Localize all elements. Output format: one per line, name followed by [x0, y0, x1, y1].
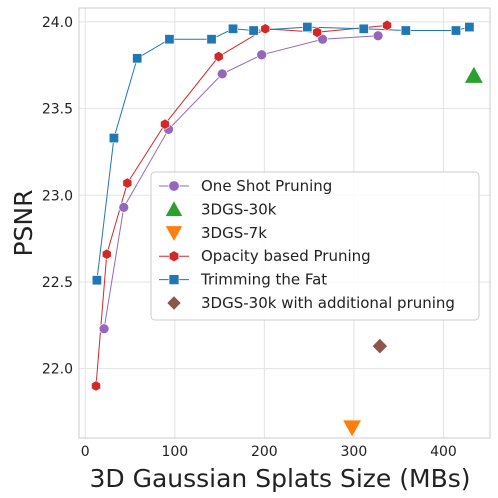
x-tick-label: 100 [161, 444, 188, 460]
hexagon-marker [122, 177, 133, 189]
triangle-up-marker [164, 200, 184, 217]
square-marker [108, 133, 119, 144]
series-markers [91, 19, 484, 438]
circle-marker [98, 323, 110, 335]
x-tick-label: 0 [81, 444, 90, 460]
x-tick-label: 300 [341, 444, 368, 460]
y-axis-ticks: 22.0 22.5 23.0 23.5 24.0 [42, 15, 73, 378]
y-tick-label: 23.5 [42, 102, 73, 118]
square-marker [91, 275, 102, 286]
circle-marker [317, 33, 328, 45]
diamond-marker [166, 295, 182, 311]
y-tick-label: 24.0 [42, 15, 73, 31]
hexagon-marker [160, 118, 170, 130]
y-axis-title: PSNR [9, 189, 38, 256]
triangle-down-marker [164, 225, 184, 243]
hexagon-marker [101, 248, 112, 260]
square-marker [164, 34, 175, 45]
legend-label: 3DGS-30k with additional pruning [201, 294, 455, 312]
hexagon-marker [213, 51, 224, 63]
x-axis-title: 3D Gaussian Splats Size (MBs) [89, 464, 470, 493]
hexagon-marker [168, 250, 180, 263]
square-marker [302, 22, 313, 33]
triangle-up-marker [463, 65, 484, 84]
hexagon-marker [260, 23, 271, 35]
circle-marker [118, 202, 130, 213]
circle-marker [168, 180, 180, 192]
legend-label: 3DGS-7k [201, 224, 267, 242]
x-tick-label: 400 [430, 444, 457, 460]
diamond-marker [371, 337, 388, 355]
square-marker [450, 25, 461, 36]
series-line [96, 26, 470, 281]
y-tick-label: 23.0 [42, 188, 73, 204]
plot-frame [78, 7, 491, 439]
square-marker [132, 53, 143, 64]
x-axis-ticks: 0 100 200 300 400 [81, 444, 457, 460]
square-marker [168, 274, 180, 285]
circle-marker [217, 68, 228, 80]
legend-box [150, 171, 480, 321]
circle-marker [256, 49, 267, 61]
hexagon-marker [91, 380, 101, 392]
x-tick-label: 200 [251, 444, 278, 460]
square-marker [464, 22, 475, 33]
hexagon-marker [382, 19, 392, 31]
triangle-down-marker [342, 419, 363, 438]
y-tick-label: 22.5 [42, 275, 73, 291]
legend-label: Opacity based Pruning [201, 247, 371, 265]
y-tick-label: 22.0 [42, 362, 73, 378]
legend: One Shot Pruning 3DGS-30k 3DGS-7k Opacity b… [150, 171, 480, 321]
square-marker [228, 23, 238, 34]
square-marker [400, 25, 411, 36]
square-marker [206, 34, 217, 45]
hexagon-marker [312, 26, 322, 38]
legend-label: One Shot Pruning [201, 177, 332, 195]
circle-marker [372, 30, 384, 41]
legend-label: 3DGS-30k [201, 200, 277, 218]
square-marker [358, 23, 369, 34]
square-marker [248, 25, 259, 36]
legend-label: Trimming the Fat [200, 271, 327, 289]
